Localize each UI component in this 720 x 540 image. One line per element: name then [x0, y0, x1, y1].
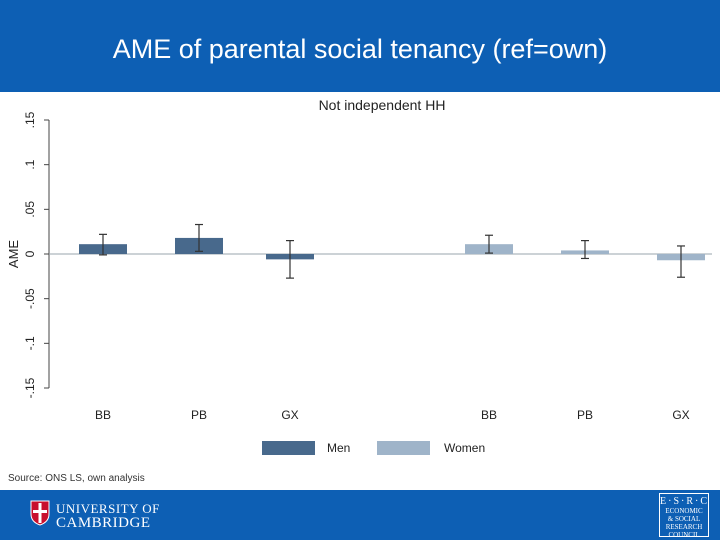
y-tick-label: -.05: [23, 288, 37, 309]
y-tick-label: 0: [23, 250, 37, 257]
footer-bar: [0, 490, 720, 540]
x-tick-label: BB: [95, 408, 111, 422]
legend-label-women: Women: [444, 441, 485, 455]
x-tick-label: BB: [481, 408, 497, 422]
y-tick-label: .05: [23, 201, 37, 218]
esrc-line-4: RESEARCH: [665, 523, 703, 531]
esrc-abbrev: E·S·R·C: [660, 496, 709, 507]
esrc-line-5: COUNCIL: [668, 531, 700, 539]
university-logo: UNIVERSITY OF CAMBRIDGE: [56, 502, 160, 531]
y-tick-label: -.1: [23, 336, 37, 350]
slide-title: AME of parental social tenancy (ref=own): [112, 34, 608, 64]
legend-label-men: Men: [327, 441, 350, 455]
y-tick-label: .1: [23, 159, 37, 169]
chart: Not independent HH -.15 -.1 -.05 0 .05 .1 .15 AM…: [6, 97, 712, 484]
x-tick-label: PB: [191, 408, 207, 422]
y-tick-label: -.15: [23, 377, 37, 398]
chart-title: Not independent HH: [319, 97, 446, 113]
university-line-2: CAMBRIDGE: [56, 515, 151, 531]
x-tick-label: PB: [577, 408, 593, 422]
esrc-line-3: & SOCIAL: [667, 515, 701, 523]
esrc-line-2: ECONOMIC: [665, 507, 703, 515]
chart-area: Not independent HH -.15 -.1 -.05 0 .05 .1 .15 AM…: [0, 92, 720, 490]
esrc-logo: E·S·R·C ECONOMIC & SOCIAL RESEARCH COUNC…: [659, 493, 709, 539]
x-tick-label: GX: [672, 408, 689, 422]
legend-swatch-women: [377, 441, 430, 455]
y-axis-label: AME: [6, 240, 21, 269]
source-note: Source: ONS LS, own analysis: [8, 473, 145, 484]
cambridge-crest-icon: [30, 500, 50, 526]
y-tick-label: .15: [23, 111, 37, 128]
university-line-1: UNIVERSITY OF: [56, 501, 160, 516]
header-bar: AME of parental social tenancy (ref=own): [0, 0, 720, 92]
x-tick-label: GX: [281, 408, 298, 422]
legend-swatch-men: [262, 441, 315, 455]
